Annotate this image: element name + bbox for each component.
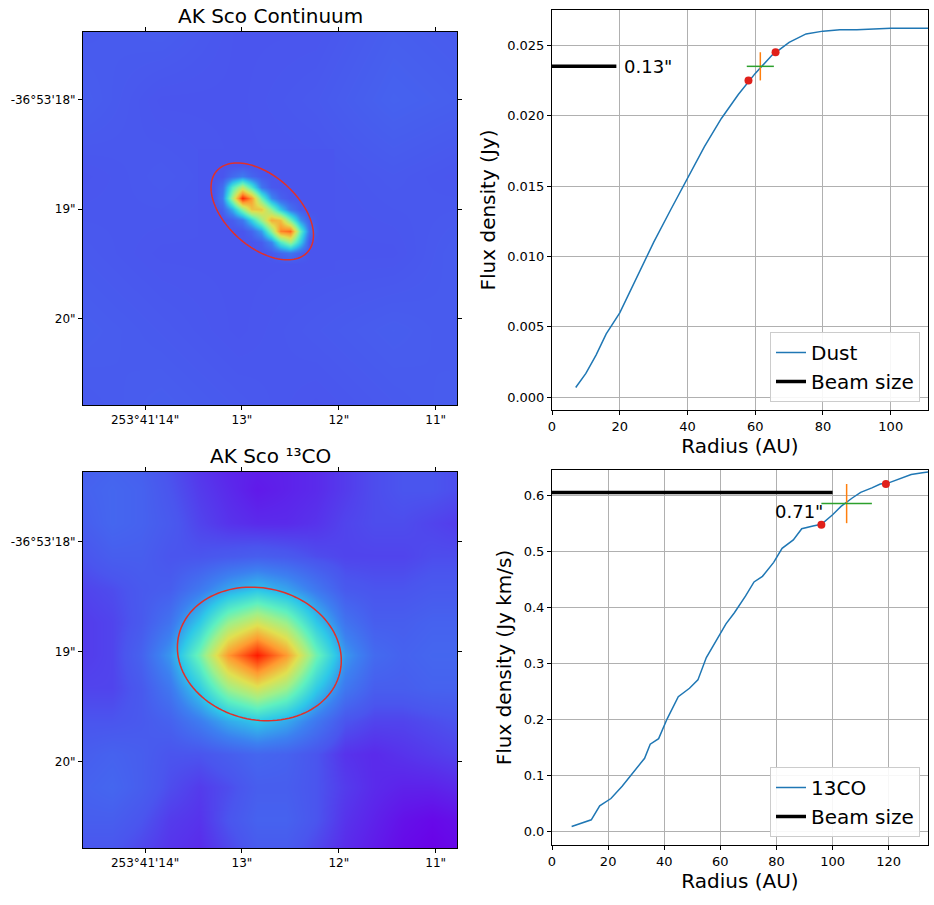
svg-text:0.025: 0.025 [507,38,544,53]
svg-text:19": 19" [55,645,76,659]
svg-text:Flux density (Jy km/s): Flux density (Jy km/s) [492,550,516,766]
svg-text:0.020: 0.020 [507,108,544,123]
svg-text:11": 11" [425,856,446,870]
svg-text:0.1: 0.1 [524,768,545,783]
svg-text:0.71": 0.71" [775,501,823,522]
svg-text:Radius (AU): Radius (AU) [681,434,798,458]
svg-text:0: 0 [548,419,556,434]
svg-text:0.000: 0.000 [507,390,544,405]
svg-text:0.010: 0.010 [507,249,544,264]
svg-text:0.0: 0.0 [524,824,545,839]
svg-text:253°41'14": 253°41'14" [111,856,179,870]
svg-text:AK Sco Continuum: AK Sco Continuum [178,4,363,28]
svg-text:40: 40 [679,419,696,434]
svg-text:Beam size: Beam size [811,370,914,394]
svg-text:120: 120 [876,854,901,869]
svg-text:60: 60 [712,854,729,869]
svg-text:19": 19" [55,202,76,216]
svg-text:40: 40 [656,854,673,869]
svg-text:0.6: 0.6 [524,488,545,503]
svg-text:253°41'14": 253°41'14" [111,413,179,427]
svg-text:60: 60 [747,419,764,434]
svg-text:Radius (AU): Radius (AU) [681,869,798,893]
svg-text:80: 80 [768,854,785,869]
svg-text:-36°53'18": -36°53'18" [11,93,76,107]
svg-text:13CO: 13CO [811,776,866,800]
svg-text:Dust: Dust [811,341,857,365]
svg-text:11": 11" [425,413,446,427]
svg-text:AK Sco ¹³CO: AK Sco ¹³CO [210,444,331,468]
svg-text:12": 12" [328,413,349,427]
svg-text:0.4: 0.4 [524,600,545,615]
svg-text:0.3: 0.3 [524,656,545,671]
svg-text:0: 0 [548,854,556,869]
svg-text:100: 100 [878,419,903,434]
svg-text:20": 20" [55,755,76,769]
svg-text:Flux density (Jy): Flux density (Jy) [476,130,500,291]
svg-text:20: 20 [611,419,628,434]
svg-text:0.015: 0.015 [507,179,544,194]
svg-text:80: 80 [815,419,832,434]
svg-text:12": 12" [328,856,349,870]
svg-text:20: 20 [600,854,617,869]
svg-text:20": 20" [55,312,76,326]
svg-text:Beam size: Beam size [811,805,914,829]
svg-text:-36°53'18": -36°53'18" [11,535,76,549]
svg-text:0.5: 0.5 [524,544,545,559]
svg-text:100: 100 [820,854,845,869]
svg-text:13": 13" [232,413,253,427]
svg-text:0.13": 0.13" [624,56,672,77]
svg-text:13": 13" [232,856,253,870]
svg-text:0.005: 0.005 [507,319,544,334]
svg-text:0.2: 0.2 [524,712,545,727]
